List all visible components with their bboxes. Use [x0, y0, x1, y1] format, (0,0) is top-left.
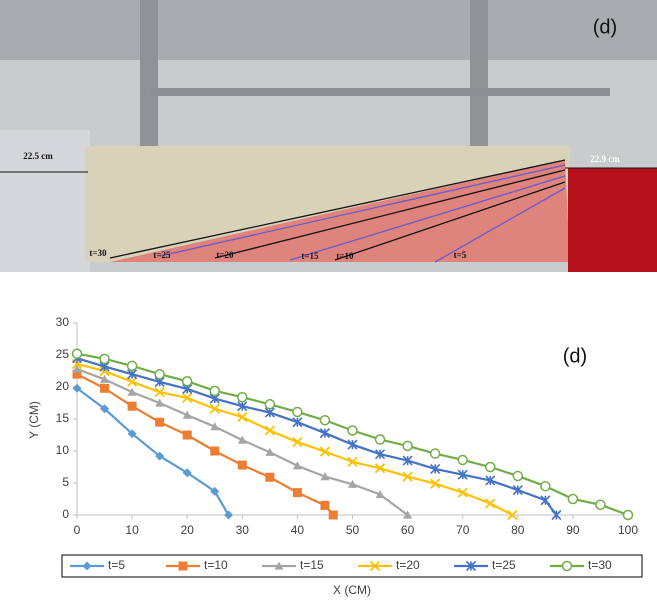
- curve-label: t=10: [336, 251, 354, 261]
- x-tick-label: 60: [401, 523, 415, 537]
- marker: [128, 361, 137, 370]
- marker: [376, 435, 385, 444]
- marker: [238, 461, 247, 470]
- y-tick-label: 15: [56, 411, 70, 425]
- x-tick-label: 100: [618, 523, 638, 537]
- marker: [513, 471, 522, 480]
- x-axis-label: X (CM): [333, 583, 371, 597]
- marker: [210, 386, 219, 395]
- legend-label: t=15: [300, 558, 324, 572]
- legend-marker: [563, 562, 572, 571]
- marker: [596, 500, 605, 509]
- frame-post: [470, 0, 488, 150]
- chart-panel-label: (d): [563, 345, 587, 367]
- legend-marker: [83, 562, 92, 571]
- legend-label: t=20: [396, 558, 420, 572]
- legend-label: t=5: [108, 558, 125, 572]
- marker: [458, 455, 467, 464]
- curve-label: t=25: [153, 250, 171, 260]
- marker: [348, 426, 357, 435]
- marker: [431, 449, 440, 458]
- curve-label: t=15: [301, 251, 319, 261]
- marker: [183, 377, 192, 386]
- legend-label: t=10: [204, 558, 228, 572]
- marker: [265, 426, 274, 435]
- marker: [568, 495, 577, 504]
- y-tick-label: 25: [56, 347, 70, 361]
- marker: [183, 431, 192, 440]
- photo: (d) 22.5 cm 22.9 cm t=30 t=25 t=20 t=15 …: [0, 0, 657, 272]
- marker: [320, 416, 329, 425]
- frame-bar: [150, 88, 610, 96]
- marker: [238, 393, 247, 402]
- x-tick-label: 80: [511, 523, 525, 537]
- frame-top: [0, 0, 657, 60]
- y-tick-label: 10: [56, 443, 70, 457]
- marker: [329, 511, 338, 520]
- marker: [210, 447, 219, 456]
- marker: [155, 418, 164, 427]
- series-line: [77, 388, 229, 515]
- marker: [403, 441, 412, 450]
- legend-label: t=25: [492, 558, 516, 572]
- marker: [73, 349, 82, 358]
- y-tick-label: 5: [62, 475, 69, 489]
- marker: [320, 501, 329, 510]
- x-tick-label: 50: [346, 523, 360, 537]
- legend-marker: [179, 562, 188, 571]
- frame-post: [140, 0, 158, 150]
- marker: [265, 473, 274, 482]
- x-tick-label: 40: [291, 523, 305, 537]
- marker: [224, 511, 233, 520]
- y-axis-label: Y (CM): [27, 401, 41, 439]
- marker: [541, 482, 550, 491]
- x-tick-label: 0: [74, 523, 81, 537]
- marker: [320, 429, 329, 438]
- x-tick-label: 10: [125, 523, 139, 537]
- x-tick-label: 20: [181, 523, 195, 537]
- y-tick-label: 20: [56, 379, 70, 393]
- curve-label: t=20: [216, 250, 234, 260]
- x-tick-label: 90: [566, 523, 580, 537]
- marker: [624, 511, 633, 520]
- legend-label: t=30: [588, 558, 612, 572]
- marker: [293, 488, 302, 497]
- curve-label: t=30: [89, 248, 107, 258]
- marker: [155, 370, 164, 379]
- figure: (d) 22.5 cm 22.9 cm t=30 t=25 t=20 t=15 …: [0, 0, 657, 603]
- marker: [265, 400, 274, 409]
- panel-label: (d): [593, 16, 617, 38]
- x-tick-label: 30: [236, 523, 250, 537]
- curve-label: t=5: [454, 250, 467, 260]
- marker: [486, 463, 495, 472]
- y-tick-label: 30: [56, 315, 70, 329]
- y-tick-label: 0: [62, 507, 69, 521]
- marker: [486, 499, 495, 508]
- marker: [100, 354, 109, 363]
- marker: [128, 402, 137, 411]
- height-label: 22.5 cm: [23, 151, 53, 161]
- marker: [100, 384, 109, 393]
- right-tank: [568, 168, 657, 272]
- series-line: [77, 358, 556, 515]
- height-label: 22.9 cm: [590, 154, 620, 164]
- x-tick-label: 70: [456, 523, 470, 537]
- marker: [293, 407, 302, 416]
